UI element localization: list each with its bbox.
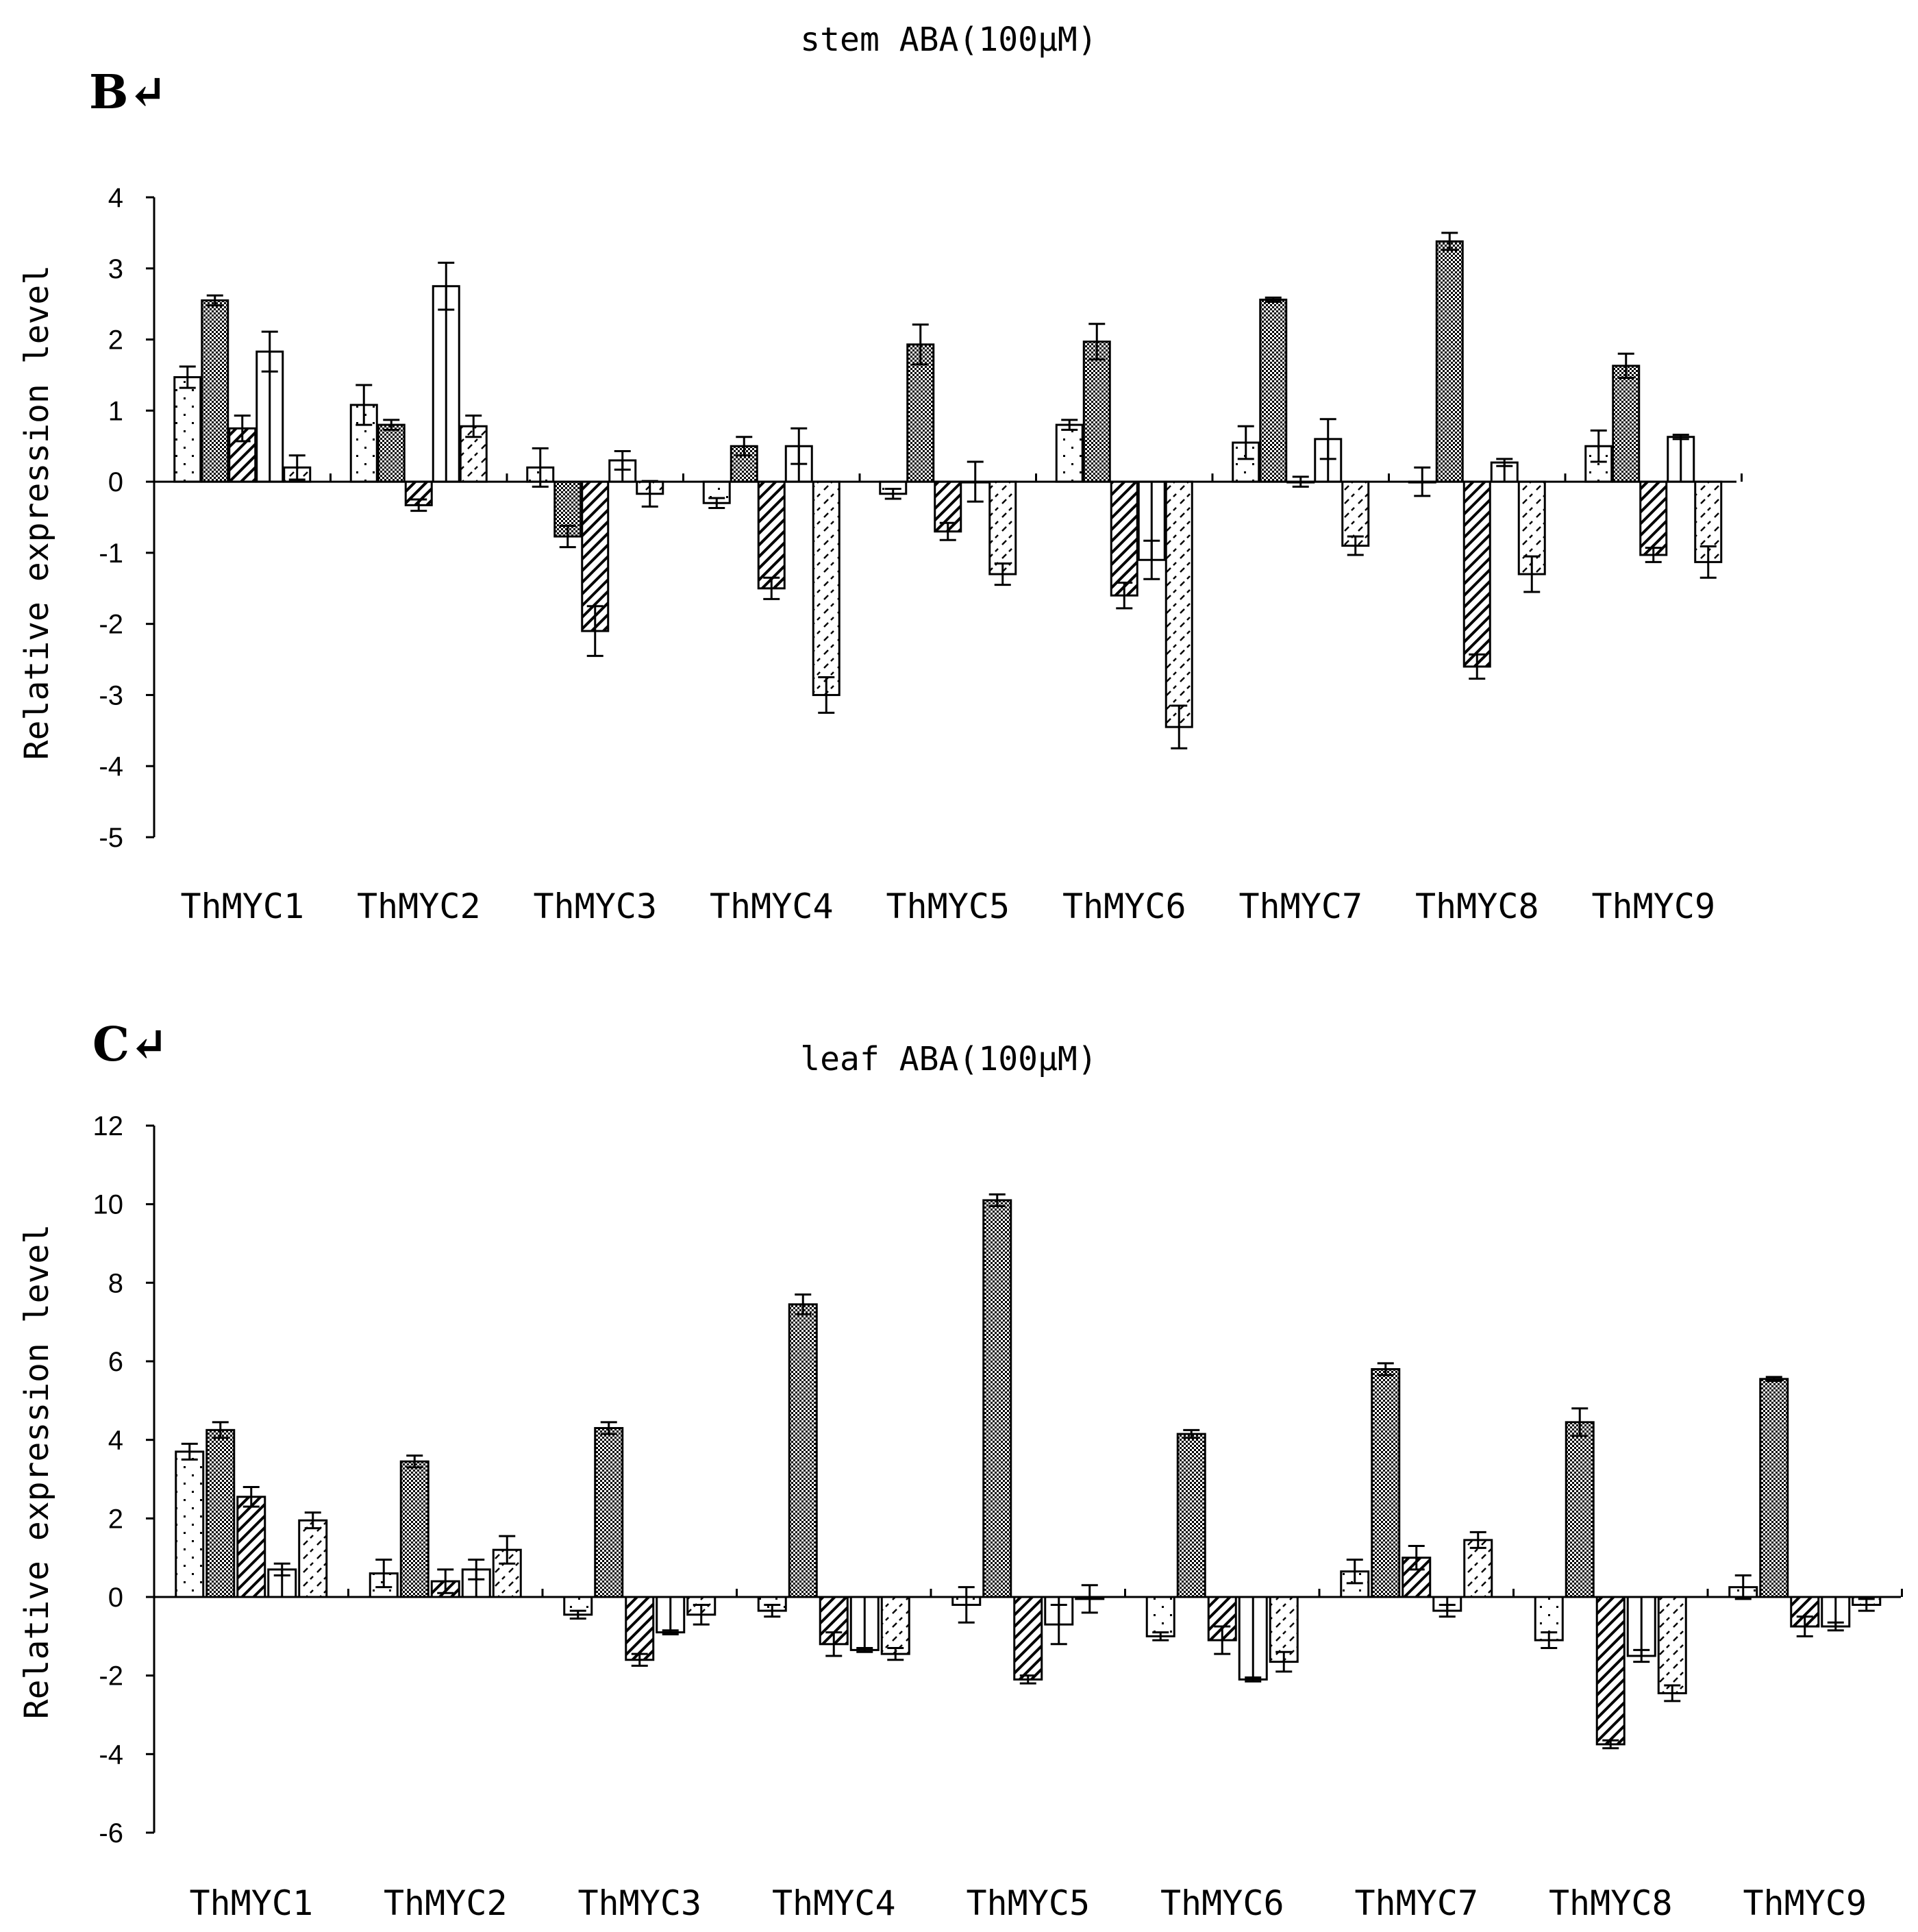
bar: [201, 299, 229, 483]
x-tick-label: ThMYC9: [1743, 1883, 1867, 1923]
y-tick-label: 8: [108, 1268, 123, 1298]
bar: [1055, 423, 1084, 483]
stem-chart: stem ABA(100μM) B↵ Relative expression l…: [18, 21, 1743, 926]
bar: [1565, 1421, 1595, 1598]
x-tick-label: ThMYC1: [189, 1883, 313, 1923]
y-tick-label: 1: [108, 396, 123, 426]
bar: [1759, 1378, 1789, 1598]
bar: [625, 1596, 655, 1661]
x-tick-label: ThMYC2: [357, 887, 481, 926]
y-tick-label: 12: [93, 1111, 124, 1141]
x-tick-label: ThMYC8: [1415, 887, 1539, 926]
panel-label: B↵: [89, 65, 167, 120]
x-tick-label: ThMYC9: [1591, 887, 1715, 926]
bar: [206, 1428, 236, 1598]
bar: [1595, 1596, 1626, 1746]
bar: [880, 1596, 910, 1655]
y-tick-label: 10: [93, 1190, 124, 1220]
x-tick-label: ThMYC7: [1238, 887, 1362, 926]
y-tick-label: -1: [99, 538, 123, 569]
x-tick-label: ThMYC3: [533, 887, 657, 926]
y-tick-label: 0: [108, 1583, 123, 1613]
y-axis-label: Relative expression level: [18, 1224, 56, 1719]
x-tick-label: ThMYC5: [886, 887, 1010, 926]
bar: [377, 423, 406, 483]
bar: [175, 1450, 205, 1598]
leaf-chart: leaf ABA(100μM) C↵ Relative expression l…: [18, 1017, 1903, 1923]
bar: [1371, 1367, 1401, 1598]
x-tick-label: ThMYC6: [1160, 1883, 1284, 1923]
x-tick-label: ThMYC8: [1549, 1883, 1673, 1923]
y-tick-label: 0: [108, 467, 123, 497]
bar: [1013, 1596, 1043, 1681]
bar: [1110, 480, 1138, 597]
bar: [1657, 1596, 1687, 1694]
bar: [1145, 1596, 1175, 1637]
x-tick-label: ThMYC2: [384, 1883, 508, 1923]
y-tick-label: -4: [99, 752, 123, 782]
x-tick-label: ThMYC7: [1354, 1883, 1478, 1923]
bar: [1435, 240, 1464, 483]
y-tick-label: 4: [108, 1426, 123, 1456]
y-tick-label: -2: [99, 610, 123, 640]
y-tick-label: -2: [99, 1661, 123, 1692]
y-tick-label: -4: [99, 1739, 123, 1770]
bar: [1259, 298, 1288, 483]
y-tick-label: -3: [99, 680, 123, 710]
y-tick-label: 2: [108, 325, 123, 356]
y-tick-label: 3: [108, 254, 123, 284]
chart-title: stem ABA(100μM): [800, 21, 1097, 59]
bar: [1176, 1433, 1206, 1598]
bar: [812, 480, 840, 696]
bar: [236, 1496, 266, 1598]
y-axis-label: Relative expression level: [18, 265, 56, 760]
x-tick-label: ThMYC1: [180, 887, 304, 926]
x-tick-label: ThMYC6: [1062, 887, 1186, 926]
bar: [988, 480, 1017, 575]
bar: [1639, 480, 1668, 556]
bar: [788, 1303, 818, 1598]
x-tick-label: ThMYC3: [577, 1883, 701, 1923]
x-tick-label: ThMYC4: [710, 887, 834, 926]
bar: [173, 376, 202, 483]
bar: [1164, 480, 1193, 728]
x-tick-label: ThMYC5: [966, 1883, 1090, 1923]
bar: [298, 1519, 328, 1598]
plot-area: 4 3 2 1 0 -1 -2 -3 -4 -5 ThMYC1 ThMYC2 ThMYC3 ThMYC4 T…: [99, 183, 1743, 926]
bar: [1612, 364, 1641, 483]
bar: [594, 1426, 624, 1598]
y-tick-label: 2: [108, 1504, 123, 1534]
bar: [1082, 340, 1111, 483]
x-tick-label: ThMYC4: [772, 1883, 896, 1923]
y-tick-label: 4: [108, 183, 123, 213]
bar: [399, 1460, 429, 1598]
chart-title: leaf ABA(100μM): [800, 1040, 1097, 1078]
bar: [757, 480, 786, 590]
y-tick-label: 6: [108, 1347, 123, 1377]
bar: [982, 1199, 1012, 1598]
y-tick-label: -6: [99, 1818, 123, 1848]
panel-label: C↵: [92, 1017, 169, 1072]
plot-area: 12 10 8 6 4 2 0 -2 -4 -6 ThMYC1 ThMYC2 ThMYC3 ThMYC4 T…: [93, 1111, 1903, 1923]
y-tick-label: -5: [99, 823, 123, 853]
bar: [1462, 480, 1491, 668]
